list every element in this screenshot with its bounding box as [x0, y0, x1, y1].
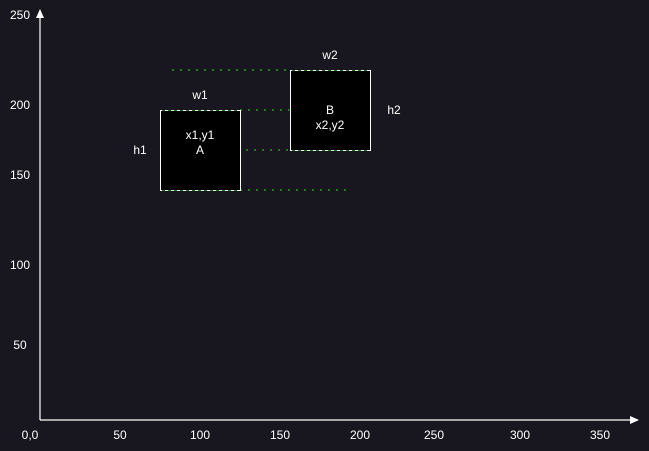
rectangle-b: B x2,y2 [290, 70, 371, 151]
rectangle-a-box [160, 110, 241, 191]
height-label-h2: h2 [387, 103, 401, 117]
x-tick-label: 200 [350, 428, 370, 442]
y-tick-label: 100 [10, 258, 30, 272]
width-label-w2: w2 [321, 48, 338, 62]
y-tick-label: 150 [10, 168, 30, 182]
width-label-w1: w1 [191, 88, 208, 102]
rectangle-a-coord-label: x1,y1 [186, 128, 215, 142]
height-label-h1: h1 [133, 143, 147, 157]
x-tick-label: 300 [510, 428, 530, 442]
x-tick-label: 250 [424, 428, 444, 442]
rectangle-a: x1,y1 A [160, 110, 241, 191]
x-tick-label: 100 [190, 428, 210, 442]
rectangle-b-coord-label: x2,y2 [316, 118, 345, 132]
x-tick-label: 350 [590, 428, 610, 442]
y-tick-label: 50 [13, 338, 27, 352]
y-tick-label: 200 [10, 98, 30, 112]
x-tick-label: 50 [113, 428, 127, 442]
rectangle-b-label: B [326, 103, 334, 117]
x-tick-label: 150 [270, 428, 290, 442]
y-tick-label: 250 [10, 8, 30, 22]
origin-label: 0,0 [22, 428, 39, 442]
rectangle-a-label: A [196, 143, 204, 157]
